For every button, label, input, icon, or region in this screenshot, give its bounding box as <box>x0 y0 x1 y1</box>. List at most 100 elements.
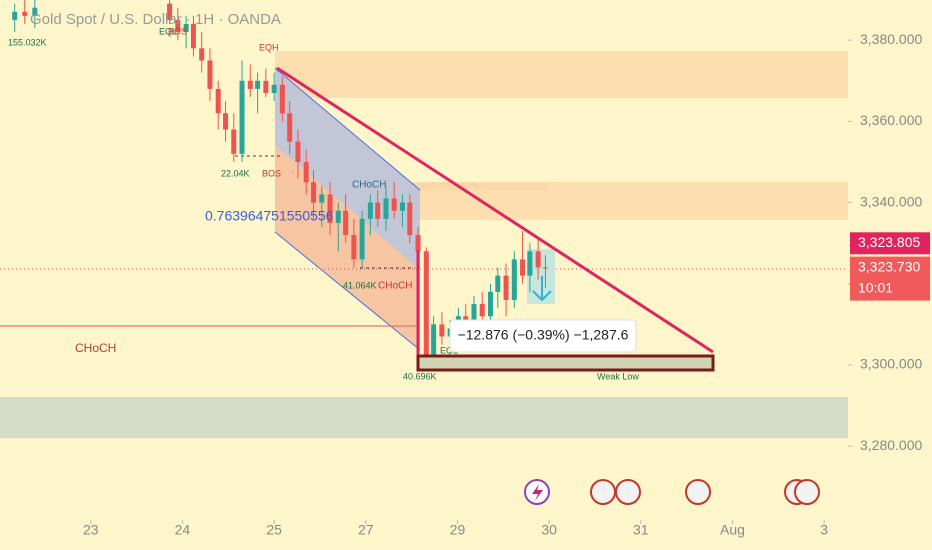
annotation: 0.763964751550556 <box>205 208 334 224</box>
candle-body <box>255 80 261 89</box>
event-icon[interactable] <box>615 479 641 505</box>
candle-body <box>471 304 477 333</box>
candle-body <box>527 251 533 276</box>
y-tick-label: 3,340.000 <box>860 193 922 209</box>
candle-body <box>231 129 237 154</box>
demand-zone <box>0 397 848 438</box>
x-tick-label: 3 <box>820 522 828 538</box>
candle-body <box>367 202 373 219</box>
candle-body <box>520 259 526 276</box>
candle-body <box>215 88 221 114</box>
measure-label: −12.876 (−0.39%) −1,287.6 <box>458 327 629 343</box>
x-tick-label: 24 <box>175 522 191 538</box>
annotation: BOS <box>168 26 187 36</box>
annotation: 40.696K <box>403 371 437 381</box>
candle-body <box>383 198 389 219</box>
candle-body <box>503 275 509 300</box>
annotation: BOS <box>262 168 281 178</box>
candle-body <box>247 80 253 89</box>
candle-body <box>511 259 517 300</box>
candle-body <box>431 324 437 357</box>
candle-body <box>375 202 381 219</box>
candle-body <box>487 291 493 317</box>
candle-body <box>351 235 357 260</box>
supply-zone <box>405 182 848 220</box>
supply-zone <box>275 51 848 98</box>
x-tick-label: 23 <box>83 522 99 538</box>
y-tick-label: 3,380.000 <box>860 31 922 47</box>
candle-body <box>223 113 229 130</box>
event-icons <box>524 479 820 505</box>
candle-body <box>22 11 28 16</box>
candle-body <box>407 202 413 236</box>
annotation: EQH <box>259 42 279 52</box>
trend-line <box>276 66 714 354</box>
candle-body <box>399 202 405 211</box>
support-box <box>416 354 715 372</box>
candle-body <box>32 7 38 16</box>
candle-body <box>190 23 196 49</box>
annotation: EQL <box>440 345 458 355</box>
annotation: Weak Low <box>597 371 639 381</box>
annotation: CHoCH <box>378 281 412 292</box>
candle-body <box>311 182 317 203</box>
channel-line <box>274 231 421 351</box>
y-tick-label: 3,280.000 <box>860 437 922 453</box>
event-icon[interactable] <box>685 479 711 505</box>
candle-body <box>263 80 269 93</box>
annotation: CHoCH <box>352 180 386 191</box>
x-tick-label: 31 <box>633 522 649 538</box>
candle-body <box>319 194 325 203</box>
title: Gold Spot / U.S. Dollar · 1H · OANDA <box>30 11 281 28</box>
candle-body <box>335 210 341 223</box>
candle-body <box>287 113 293 142</box>
bid-price-label: 3,323.730 <box>858 258 920 274</box>
annotation: 155.032K <box>8 37 47 47</box>
candle-body <box>479 304 485 317</box>
x-tick-label: Aug <box>720 522 745 538</box>
annotation: EQL <box>159 26 177 36</box>
bid-price-tag <box>850 256 930 301</box>
candle-body <box>175 19 181 33</box>
candle-body <box>535 251 541 268</box>
last-price-label: 3,323.805 <box>858 234 920 250</box>
candle-body <box>327 194 333 223</box>
event-icon[interactable] <box>794 479 820 505</box>
candle-body <box>439 324 445 337</box>
channel-line <box>274 67 421 191</box>
candle-body <box>207 60 213 89</box>
candle-body <box>239 80 245 154</box>
candle-body <box>303 161 309 183</box>
x-tick-label: 25 <box>266 522 282 538</box>
annotation: 41.064K <box>343 280 377 290</box>
candle-body <box>279 84 285 114</box>
annotation: CHoCH <box>75 341 116 355</box>
candle-body <box>183 23 189 33</box>
annotation: 22.04K <box>221 168 250 178</box>
candle-body <box>199 48 205 61</box>
candle-body <box>391 198 397 211</box>
channel-fill <box>275 68 420 270</box>
icon-glyph <box>532 484 543 501</box>
x-tick-label: 27 <box>358 522 374 538</box>
candle-body <box>495 275 501 292</box>
candle-body <box>167 3 173 20</box>
candle-body <box>12 11 18 20</box>
candle-body <box>359 218 365 260</box>
x-tick-label: 29 <box>450 522 466 538</box>
x-tick-label: 30 <box>541 522 557 538</box>
candle-body <box>295 141 301 162</box>
candle-body <box>423 251 429 357</box>
y-tick-label: 3,300.000 <box>860 356 922 372</box>
candle-body <box>542 267 548 269</box>
candle-body <box>343 210 349 236</box>
countdown: 10:01 <box>858 279 893 295</box>
candle-body <box>271 84 277 93</box>
y-tick-label: 3,360.000 <box>860 112 922 128</box>
candle-body <box>415 235 421 252</box>
event-icon[interactable] <box>590 479 616 505</box>
measure-box <box>449 319 637 353</box>
arrow <box>532 276 552 302</box>
last-price-tag <box>850 232 930 255</box>
